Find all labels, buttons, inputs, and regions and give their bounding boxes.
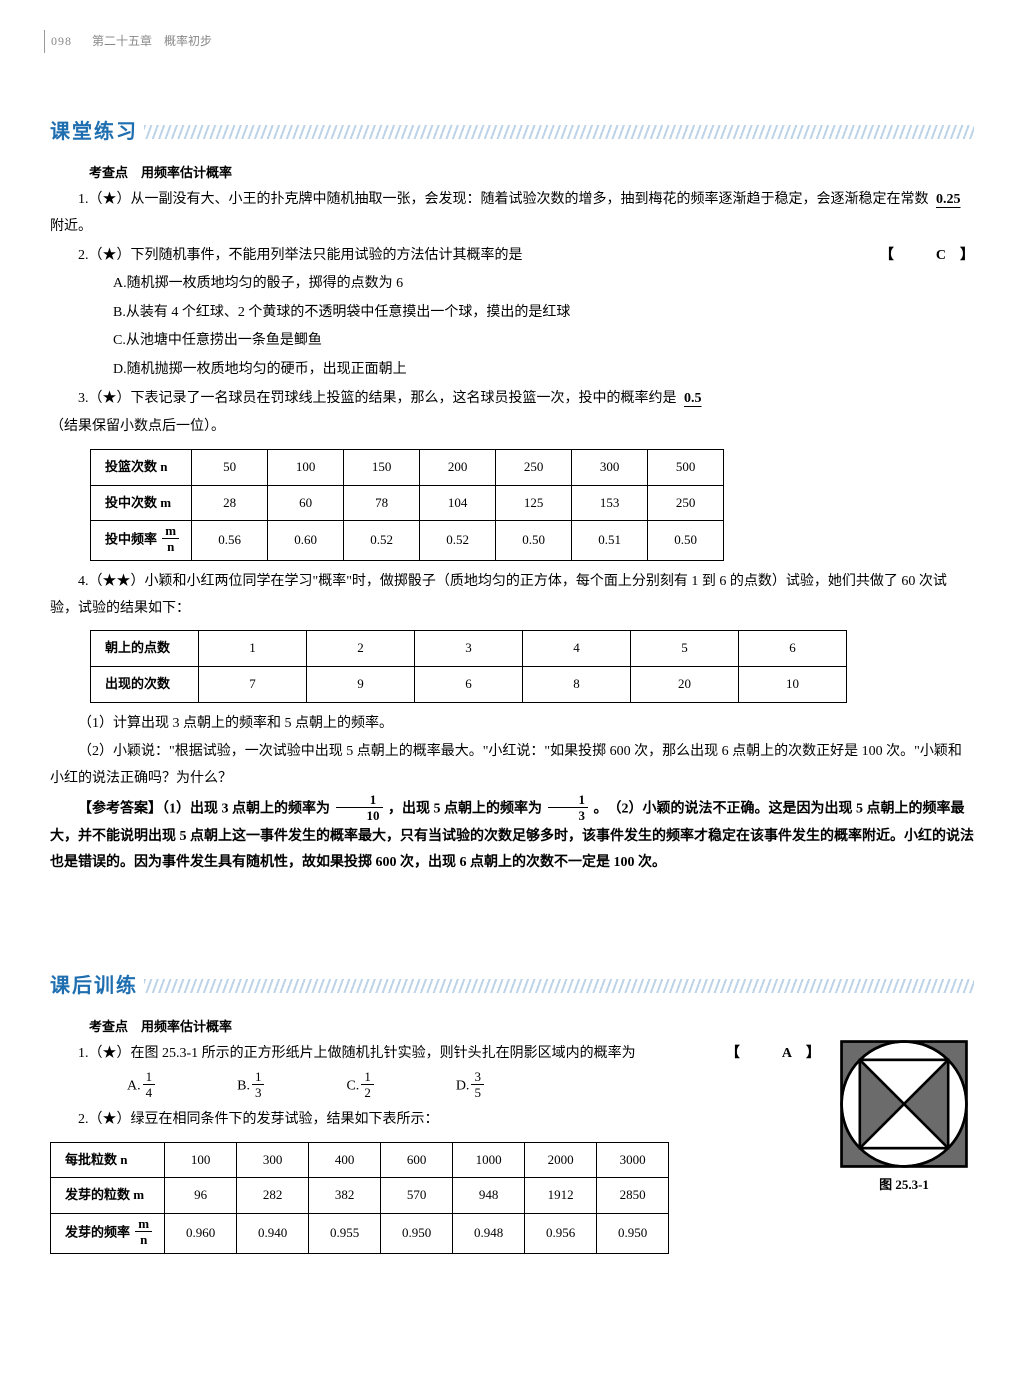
option-b: B.13 xyxy=(237,1072,266,1101)
q2: 2.（★）下列随机事件，不能用列举法只能用试验的方法估计其概率的是 【 C 】 xyxy=(50,243,974,270)
s2-q1-options: A.14 B.13 C.12 D.35 xyxy=(127,1072,820,1101)
s2-q1-answer: A xyxy=(754,1041,792,1068)
option-d: D.35 xyxy=(456,1072,486,1101)
q5-layout: 1.（★）在图 25.3-1 所示的正方形纸片上做随机扎针实验，则针头扎在阴影区… xyxy=(50,1039,974,1262)
t3-h1: 每批粒数 n xyxy=(51,1142,165,1178)
t3-h3: 发芽的频率 mn xyxy=(51,1213,165,1253)
q2-option-d: D.随机抛掷一枚质地均匀的硬币，出现正面朝上 xyxy=(50,357,974,384)
table-dice: 朝上的点数 1 2 3 4 5 6 出现的次数 7 9 6 8 20 10 xyxy=(90,630,847,702)
q2-option-c: C.从池塘中任意捞出一条鱼是鲫鱼 xyxy=(50,328,974,355)
table-germination: 每批粒数 n 100 300 400 600 1000 2000 3000 发芽… xyxy=(50,1142,669,1254)
section-heading-classroom: 课堂练习 xyxy=(50,113,974,151)
q1-text-pre: 1.（★）从一副没有大、小王的扑克牌中随机抽取一张，会发现：随着试验次数的增多，… xyxy=(78,192,929,207)
frac-1-10: 110 xyxy=(336,793,383,822)
s2-q2: 2.（★）绿豆在相同条件下的发芽试验，结果如下表所示： xyxy=(50,1107,820,1134)
t1-h2: 投中次数 m xyxy=(91,485,192,521)
section-label: 课堂练习 xyxy=(50,113,138,151)
q4-sub1: （1）计算出现 3 点朝上的频率和 5 点朝上的频率。 xyxy=(50,711,974,738)
page-number: 098 xyxy=(51,30,72,53)
q2-text: 2.（★）下列随机事件，不能用列举法只能用试验的方法估计其概率的是 xyxy=(78,248,523,263)
q1: 1.（★）从一副没有大、小王的扑克牌中随机抽取一张，会发现：随着试验次数的增多，… xyxy=(50,187,974,240)
subpoint-2: 考查点 用频率估计概率 xyxy=(89,1015,974,1040)
q3: 3.（★）下表记录了一名球员在罚球线上投篮的结果，那么，这名球员投篮一次，投中的… xyxy=(50,386,974,413)
hatch-decoration-2 xyxy=(144,979,974,993)
t3-h2: 发芽的粒数 m xyxy=(51,1178,165,1214)
section-heading-homework: 课后训练 xyxy=(50,967,974,1005)
q4-sub2: （2）小颖说："根据试验，一次试验中出现 5 点朝上的概率最大。"小红说："如果… xyxy=(50,739,974,792)
q3-text-post: （结果保留小数点后一位）。 xyxy=(50,414,974,441)
square-circle-diagram-icon xyxy=(839,1039,969,1169)
frac-1-3: 13 xyxy=(548,793,589,822)
hatch-decoration xyxy=(144,125,974,139)
q4-text: 4.（★★）小颖和小红两位同学在学习"概率"时，做掷骰子（质地均匀的正方体，每个… xyxy=(50,569,974,622)
q1-text-post: 附近。 xyxy=(50,219,92,234)
option-c: C.12 xyxy=(346,1072,375,1101)
q2-option-b: B.从装有 4 个红球、2 个黄球的不透明袋中任意摸出一个球，摸出的是红球 xyxy=(50,300,974,327)
t1-h3: 投中频率 mn xyxy=(91,521,192,561)
frac-mn-2: mn xyxy=(135,1217,152,1246)
q2-answer-bracket: 【 C 】 xyxy=(852,243,974,270)
q4-answer: 【参考答案】（1）出现 3 点朝上的频率为 110 ，出现 5 点朝上的频率为 … xyxy=(50,795,974,877)
page-header: 098 第二十五章 概率初步 xyxy=(44,30,974,53)
s2-q1: 1.（★）在图 25.3-1 所示的正方形纸片上做随机扎针实验，则针头扎在阴影区… xyxy=(50,1041,820,1068)
t2-h1: 朝上的点数 xyxy=(91,631,199,667)
q2-option-a: A.随机掷一枚质地均匀的骰子，掷得的点数为 6 xyxy=(50,271,974,298)
table-shooting: 投篮次数 n 50 100 150 200 250 300 500 投中次数 m… xyxy=(90,449,724,561)
q5-left: 1.（★）在图 25.3-1 所示的正方形纸片上做随机扎针实验，则针头扎在阴影区… xyxy=(50,1039,820,1262)
section-label-2: 课后训练 xyxy=(50,967,138,1005)
q1-answer: 0.25 xyxy=(932,192,965,207)
q3-text-pre: 3.（★）下表记录了一名球员在罚球线上投篮的结果，那么，这名球员投篮一次，投中的… xyxy=(78,391,677,406)
q2-answer: C xyxy=(908,243,946,270)
frac-mn-1: mn xyxy=(162,524,179,553)
q3-answer: 0.5 xyxy=(680,391,706,406)
figure-caption: 图 25.3-1 xyxy=(834,1173,974,1198)
figure-25-3-1: 图 25.3-1 xyxy=(834,1039,974,1198)
chapter-title: 第二十五章 概率初步 xyxy=(92,30,212,53)
t2-h2: 出现的次数 xyxy=(91,667,199,703)
t1-h1: 投篮次数 n xyxy=(91,449,192,485)
subpoint-1: 考查点 用频率估计概率 xyxy=(89,161,974,186)
s2-q1-answer-bracket: 【 A 】 xyxy=(698,1041,820,1068)
option-a: A.14 xyxy=(127,1072,157,1101)
